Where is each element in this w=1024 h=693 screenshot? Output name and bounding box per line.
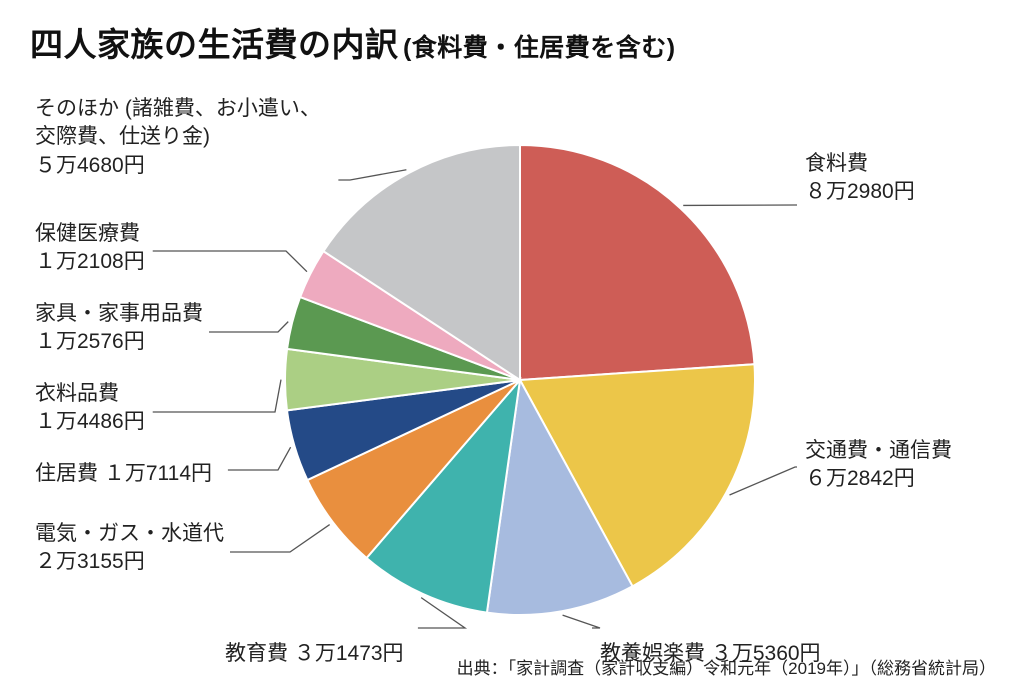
source-citation: 出典：「家計調査（家計収支編）令和元年（2019年）」（総務省統計局） (457, 654, 996, 679)
label-food: 食料費 ８万2980円 (805, 150, 915, 207)
label-utilities: 電気・ガス・水道代 ２万3155円 (35, 520, 224, 577)
label-clothing: 衣料品費 １万4486円 (35, 380, 145, 437)
label-other: そのほか (諸雑費、お小遣い、 交際費、仕送り金) ５万4680円 (35, 95, 321, 180)
label-education: 教育費 ３万1473円 (225, 640, 404, 668)
label-medical: 保健医療費 １万2108円 (35, 220, 145, 277)
label-transport: 交通費・通信費 ６万2842円 (805, 437, 952, 494)
label-furniture: 家具・家事用品費 １万2576円 (35, 300, 203, 357)
pie-labels-layer: 食料費 ８万2980円交通費・通信費 ６万2842円教養娯楽費 ３万5360円教… (0, 0, 1024, 693)
label-housing: 住居費 １万7114円 (35, 460, 212, 488)
